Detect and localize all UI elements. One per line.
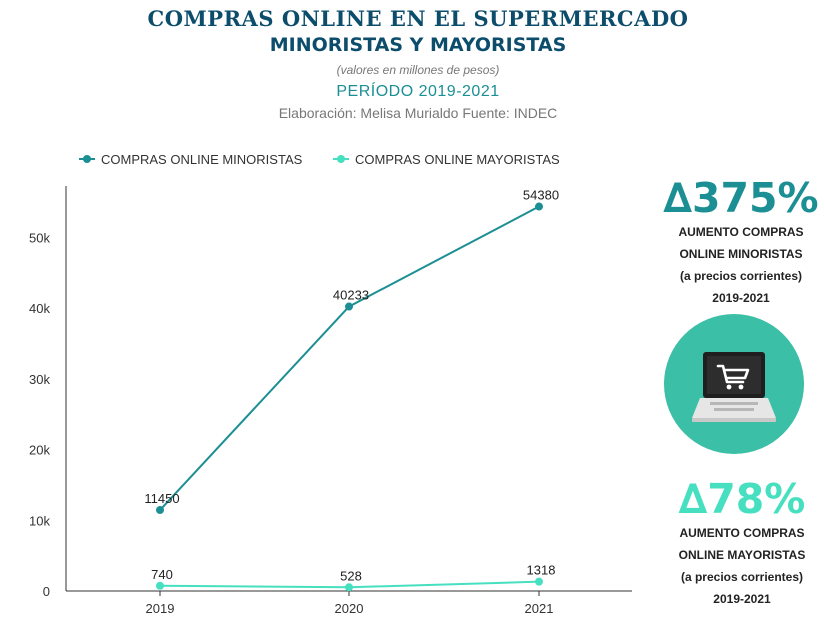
retail-data-point xyxy=(345,302,353,311)
wholesale-legend-swatch-dot xyxy=(337,155,345,163)
retail-data-label: 40233 xyxy=(333,288,369,303)
credits-label: Elaboración: Melisa Murialdo Fuente: IND… xyxy=(278,105,558,121)
wholesale-data-point xyxy=(345,583,353,592)
y-tick-label: 40k xyxy=(29,301,50,316)
period-label: PERÍODO 2019-2021 xyxy=(336,83,500,100)
chart-title: COMPRAS ONLINE EN EL SUPERMERCADO xyxy=(147,6,689,31)
y-tick-label: 10k xyxy=(29,513,50,528)
x-tick-label: 2021 xyxy=(525,601,554,616)
wholesale-increase-label-line: (a precios corrientes) xyxy=(680,570,804,584)
legend: COMPRAS ONLINE MINORISTAS COMPRAS ONLINE … xyxy=(79,152,560,167)
y-tick-label: 50k xyxy=(29,231,50,246)
retail-increase-stat: ∆375% AUMENTO COMPRAS ONLINE MINORISTAS … xyxy=(660,175,822,309)
wholesale-data-point xyxy=(535,577,543,586)
wholesale-increase-label-line: 2019-2021 xyxy=(713,592,771,606)
wholesale-data-label: 528 xyxy=(340,568,362,583)
retail-data-point xyxy=(535,202,543,211)
retail-increase-label-line: AUMENTO COMPRAS xyxy=(678,225,804,239)
chart-subtitle: MINORISTAS Y MAYORISTAS xyxy=(269,34,567,56)
retail-increase-label-line: ONLINE MINORISTAS xyxy=(679,247,803,261)
retail-increase-label-line: (a precios corrientes) xyxy=(679,269,803,283)
retail-data-label: 54380 xyxy=(523,188,559,203)
wholesale-data-point xyxy=(156,581,164,590)
wholesale-data-label: 740 xyxy=(151,567,173,582)
units-note: (valores en millones de pesos) xyxy=(336,63,500,77)
wholesale-increase-value: ∆78% xyxy=(678,475,806,523)
retail-increase-value: ∆375% xyxy=(663,174,819,222)
wholesale-increase-label-line: AUMENTO COMPRAS xyxy=(679,526,805,540)
y-tick-label: 30k xyxy=(29,372,50,387)
wholesale-data-label: 1318 xyxy=(527,563,556,578)
retail-data-point xyxy=(156,506,164,515)
y-tick-label: 0 xyxy=(43,584,50,599)
retail-legend-label: COMPRAS ONLINE MINORISTAS xyxy=(101,152,303,167)
x-tick-label: 2020 xyxy=(335,601,364,616)
wholesale-legend-label: COMPRAS ONLINE MAYORISTAS xyxy=(355,152,560,167)
axes: 0 10k 20k 30k 40k 50k 2019 2020 2021 xyxy=(29,186,632,616)
retail-legend-swatch-dot xyxy=(83,155,91,163)
laptop-cart-icon xyxy=(664,314,804,454)
retail-increase-label-line: 2019-2021 xyxy=(712,291,770,305)
retail-data-label: 11450 xyxy=(144,491,179,506)
x-tick-label: 2019 xyxy=(146,601,175,616)
wholesale-increase-stat: ∆78% AUMENTO COMPRAS ONLINE MAYORISTAS (… xyxy=(662,476,822,610)
plot-area: 11450 40233 54380 740 528 1318 xyxy=(144,188,559,592)
wholesale-increase-label-line: ONLINE MAYORISTAS xyxy=(678,548,806,562)
retail-series-line xyxy=(159,205,540,511)
y-tick-label: 20k xyxy=(29,443,50,458)
